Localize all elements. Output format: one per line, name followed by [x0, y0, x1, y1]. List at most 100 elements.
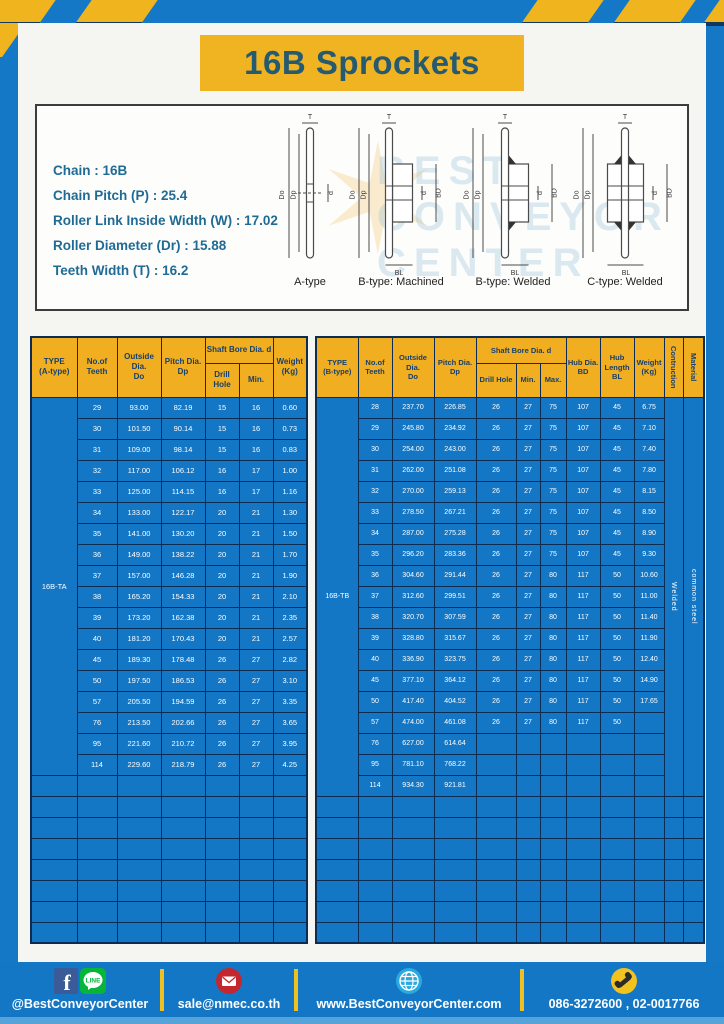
table-cell [475, 921, 517, 944]
table-cell: 14.90 [633, 669, 665, 692]
table-cell: 117 [565, 564, 601, 587]
table-row: 32 117.00 106.12 16 17 1.00 [31, 459, 308, 482]
table-cell: 287.00 [391, 522, 435, 545]
table-cell: 3.65 [272, 711, 308, 734]
table-cell [599, 900, 635, 923]
table-cell [682, 900, 705, 923]
table-row: 36 149.00 138.22 20 21 1.70 [31, 543, 308, 566]
table-cell: 21 [238, 585, 274, 608]
table-cell: 117 [565, 711, 601, 734]
table-row: 39 328.80 315.67 26 27 80 117 50 11.90 [316, 627, 704, 650]
table-cell [160, 816, 206, 839]
spec-roller-dia: Roller Diameter (Dr) : 15.88 [53, 238, 227, 253]
table-cell [539, 753, 567, 776]
table-cell [315, 837, 359, 860]
table-cell: 50 [76, 669, 118, 692]
table-cell: 50 [599, 648, 635, 671]
table-row: 32 270.00 259.13 26 27 75 107 45 8.15 [316, 480, 704, 503]
figure-b-type-machined: T Do Dp d BD [345, 110, 457, 309]
footer-social-link[interactable]: f LINE @BestConveyorCenter [0, 962, 160, 1017]
table-cell [633, 816, 665, 839]
table-cell: 8.50 [633, 501, 665, 524]
table-cell [475, 858, 517, 881]
table-row: 95 221.60 210.72 26 27 3.95 [31, 732, 308, 755]
table-cell: 33 [76, 480, 118, 503]
table-cell: 50 [599, 606, 635, 629]
table-cell [315, 900, 359, 923]
table-cell: 101.50 [116, 417, 162, 440]
footer-phone-link[interactable]: 086-3272600 , 02-0017766 [524, 962, 724, 1017]
col-header-outside-dia: Outside Dia. Do [116, 336, 162, 398]
table-cell [682, 816, 705, 839]
table-cell: 189.30 [116, 648, 162, 671]
table-cell: 33 [357, 501, 393, 524]
table-cell: 28 [357, 396, 393, 419]
table-cell: 157.00 [116, 564, 162, 587]
table-empty-row [315, 921, 705, 944]
table-cell: 461.08 [433, 711, 477, 734]
table-cell: 17 [238, 459, 274, 482]
col-header-construction: Contruction [663, 336, 684, 398]
table-empty-row [30, 816, 308, 839]
table-cell [633, 837, 665, 860]
table-cell: 16 [204, 459, 240, 482]
table-cell [160, 879, 206, 902]
table-cell [30, 900, 78, 923]
col-header-weight: Weight (Kg) [272, 336, 308, 398]
table-cell [565, 732, 601, 755]
table-cell: 107 [565, 438, 601, 461]
table-cell [30, 816, 78, 839]
table-cell: 7.10 [633, 417, 665, 440]
table-cell: 237.70 [391, 396, 435, 419]
table-empty-row [30, 900, 308, 923]
svg-text:T: T [387, 114, 392, 121]
diagram-panel: ✶ BEST CONVEYOR CENTER Chain : 16B Chain… [35, 104, 689, 311]
table-cell: 29 [76, 396, 118, 419]
table-cell: 2.82 [272, 648, 308, 671]
table-cell: 45 [357, 669, 393, 692]
footer-email-link[interactable]: sale@nmec.co.th [164, 962, 294, 1017]
table-cell: 26 [475, 480, 517, 503]
table-cell: 245.80 [391, 417, 435, 440]
table-cell [682, 795, 705, 818]
table-cell: 267.21 [433, 501, 477, 524]
top-stripe-band [0, 0, 724, 26]
table-cell: 15 [204, 396, 240, 419]
type-merged-cell: 16B-TB [315, 396, 359, 797]
table-cell: 154.33 [160, 585, 206, 608]
table-cell [272, 816, 308, 839]
footer-email-text: sale@nmec.co.th [177, 997, 281, 1011]
col-header-hub-length: Hub Length BL [599, 336, 635, 398]
table-cell: 36 [357, 564, 393, 587]
svg-text:BD: BD [667, 188, 674, 198]
table-cell [565, 816, 601, 839]
table-row: 34 133.00 122.17 20 21 1.30 [31, 501, 308, 524]
footer-website-link[interactable]: www.BestConveyorCenter.com [298, 962, 520, 1017]
table-cell: 27 [515, 606, 541, 629]
table-cell: 20 [204, 522, 240, 545]
table-cell: 27 [238, 753, 274, 776]
table-cell: 27 [238, 669, 274, 692]
table-cell: 254.00 [391, 438, 435, 461]
table-cell: 21 [238, 543, 274, 566]
table-cell: 82.19 [160, 396, 206, 419]
table-cell: 1.16 [272, 480, 308, 503]
table-cell: 27 [515, 501, 541, 524]
table-cell [272, 795, 308, 818]
table-cell [76, 774, 118, 797]
footer-bottom-strip [0, 1017, 724, 1024]
table-cell: 627.00 [391, 732, 435, 755]
table-cell: 229.60 [116, 753, 162, 776]
table-cell: 27 [515, 543, 541, 566]
table-empty-row [30, 879, 308, 902]
svg-text:f: f [63, 970, 71, 994]
table-cell: 40 [357, 648, 393, 671]
table-cell [539, 858, 567, 881]
figure-b-type-welded: T Do Dp d [457, 110, 569, 309]
table-cell: 336.90 [391, 648, 435, 671]
table-cell: 37 [76, 564, 118, 587]
table-cell [599, 774, 635, 797]
table-cell: 107 [565, 522, 601, 545]
table-cell: 45 [599, 543, 635, 566]
table-empty-row [315, 816, 705, 839]
